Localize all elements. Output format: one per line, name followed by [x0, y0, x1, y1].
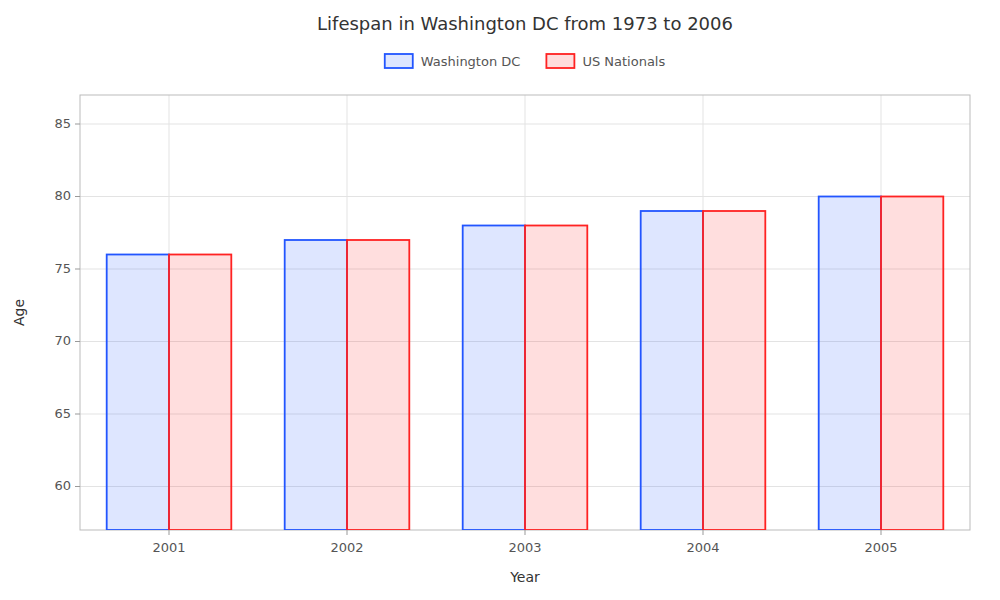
- bar: [819, 197, 881, 531]
- plot-frame: [80, 95, 970, 530]
- x-tick: [881, 530, 882, 535]
- bar: [525, 226, 587, 531]
- x-tick-label: 2001: [152, 540, 185, 555]
- y-tick: [75, 124, 80, 125]
- y-tick: [75, 341, 80, 342]
- x-tick: [703, 530, 704, 535]
- chart-container: 60 65 70 75 80 85 2001 2002 2003 2004 2005 Lifespan…: [0, 0, 1000, 600]
- x-axis-label: Year: [509, 569, 540, 585]
- bar: [641, 211, 703, 530]
- legend: Washington DC US Nationals: [385, 54, 666, 69]
- axes: 60 65 70 75 80 85 2001 2002 2003 2004 2005: [54, 116, 897, 556]
- x-tick: [347, 530, 348, 535]
- y-tick: [75, 196, 80, 197]
- y-tick: [75, 269, 80, 270]
- y-tick: [75, 414, 80, 415]
- y-tick: [75, 486, 80, 487]
- bar: [463, 226, 525, 531]
- bars: [107, 197, 944, 531]
- y-tick-label: 65: [54, 406, 71, 421]
- legend-swatch: [546, 54, 574, 68]
- y-tick-label: 80: [54, 188, 71, 203]
- bar: [881, 197, 943, 531]
- bar: [347, 240, 409, 530]
- x-tick: [169, 530, 170, 535]
- grid: [80, 95, 970, 530]
- bar: [169, 255, 231, 531]
- y-tick-label: 75: [54, 261, 71, 276]
- legend-item: Washington DC: [385, 54, 521, 69]
- x-tick-label: 2002: [330, 540, 363, 555]
- y-tick-label: 70: [54, 333, 71, 348]
- y-tick-label: 60: [54, 478, 71, 493]
- legend-label: US Nationals: [582, 54, 665, 69]
- chart-svg: 60 65 70 75 80 85 2001 2002 2003 2004 2005 Lifespan…: [0, 0, 1000, 600]
- bar: [107, 255, 169, 531]
- chart-title: Lifespan in Washington DC from 1973 to 2…: [317, 13, 733, 34]
- bar: [285, 240, 347, 530]
- bar: [703, 211, 765, 530]
- y-axis-label: Age: [11, 299, 27, 326]
- x-tick-label: 2005: [864, 540, 897, 555]
- legend-label: Washington DC: [421, 54, 521, 69]
- x-tick: [525, 530, 526, 535]
- y-tick-label: 85: [54, 116, 71, 131]
- x-tick-label: 2004: [686, 540, 719, 555]
- legend-swatch: [385, 54, 413, 68]
- legend-item: US Nationals: [546, 54, 665, 69]
- x-tick-label: 2003: [508, 540, 541, 555]
